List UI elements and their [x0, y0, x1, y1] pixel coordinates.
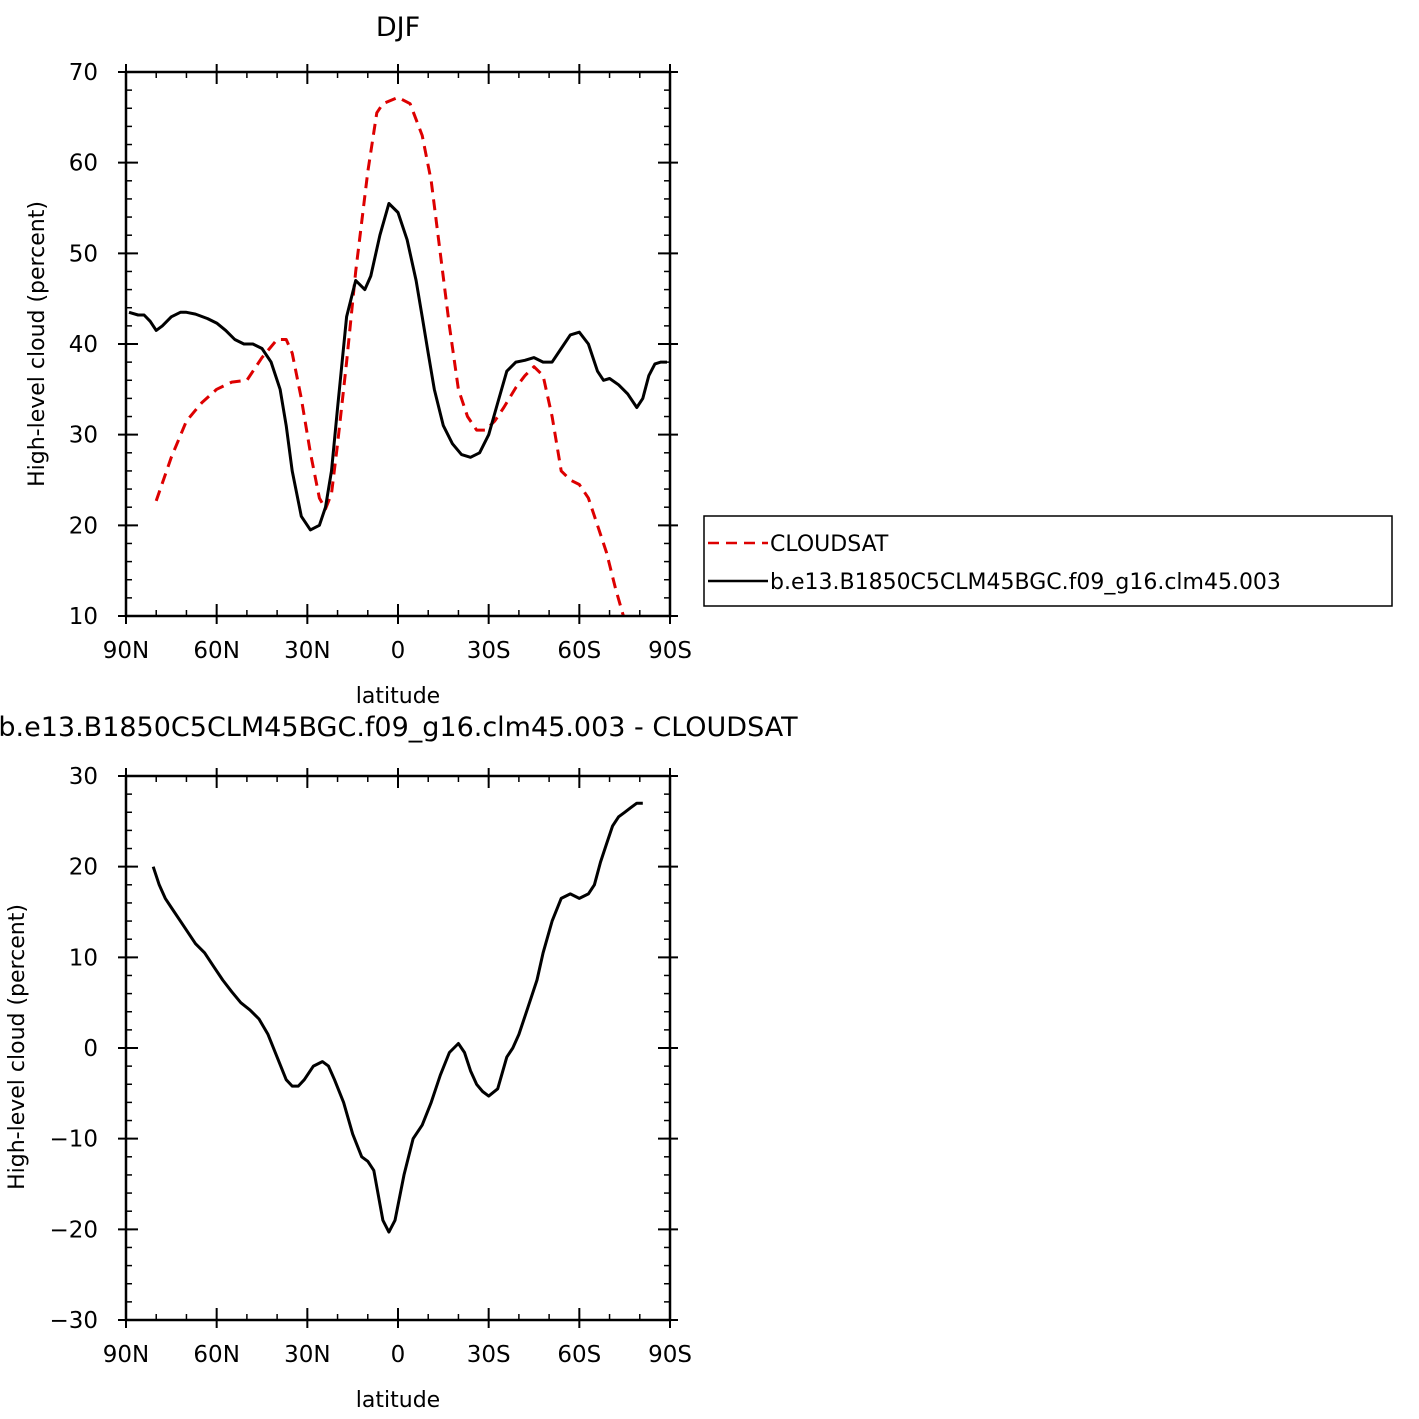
- y-tick-label: −10: [49, 1127, 98, 1153]
- model-series-line: [128, 202, 667, 532]
- x-tick-label: 60N: [193, 638, 239, 664]
- legend-label-model: b.e13.B1850C5CLM45BGC.f09_g16.clm45.003: [770, 570, 1281, 595]
- y-tick-label: −20: [49, 1217, 98, 1243]
- x-tick-label: 60S: [557, 1342, 601, 1368]
- y-tick-label: −30: [49, 1308, 98, 1334]
- bottom-chart-title: b.e13.B1850C5CLM45BGC.f09_g16.clm45.003 …: [0, 712, 798, 743]
- y-tick-label: 50: [69, 241, 98, 267]
- top-chart-title: DJF: [376, 12, 420, 43]
- x-tick-label: 60N: [193, 1342, 239, 1368]
- y-tick-label: 20: [69, 513, 98, 539]
- y-tick-label: 30: [69, 764, 98, 790]
- top-line-chart: DJF 90N 60N 30N 0 30S 60S 90S 10 20 30 40 50 60 70 la…: [25, 12, 1393, 709]
- y-tick-label: 60: [69, 151, 98, 177]
- x-tick-label: 90S: [648, 1342, 692, 1368]
- x-tick-label: 30N: [284, 638, 330, 664]
- x-tick-label: 30S: [467, 638, 511, 664]
- bottom-difference-chart: b.e13.B1850C5CLM45BGC.f09_g16.clm45.003 …: [0, 712, 798, 1413]
- y-tick-label: 20: [69, 855, 98, 881]
- x-tick-label: 90S: [648, 638, 692, 664]
- legend: CLOUDSAT b.e13.B1850C5CLM45BGC.f09_g16.c…: [703, 515, 1393, 607]
- y-tick-label: 0: [83, 1036, 98, 1062]
- x-tick-label: 30N: [284, 1342, 330, 1368]
- y-tick-label: 10: [69, 604, 98, 630]
- y-tick-label: 70: [69, 60, 98, 86]
- x-tick-label: 0: [391, 638, 406, 664]
- legend-box: [703, 515, 1393, 607]
- y-tick-label: 30: [69, 423, 98, 449]
- difference-series-line: [151, 801, 643, 1234]
- x-tick-label: 30S: [467, 1342, 511, 1368]
- cloudsat-series-line: [154, 95, 625, 616]
- y-tick-label: 40: [69, 332, 98, 358]
- bottom-x-axis-label: latitude: [356, 1388, 440, 1413]
- x-tick-label: 60S: [557, 638, 601, 664]
- legend-label-cloudsat: CLOUDSAT: [770, 532, 889, 557]
- top-x-axis-label: latitude: [356, 684, 440, 709]
- bottom-plot-frame: [124, 774, 672, 1322]
- x-tick-label: 90N: [103, 638, 149, 664]
- bottom-y-axis-label: High-level cloud (percent): [5, 904, 30, 1190]
- x-tick-label: 90N: [103, 1342, 149, 1368]
- x-tick-label: 0: [391, 1342, 406, 1368]
- y-tick-label: 10: [69, 945, 98, 971]
- top-y-axis-label: High-level cloud (percent): [25, 201, 50, 487]
